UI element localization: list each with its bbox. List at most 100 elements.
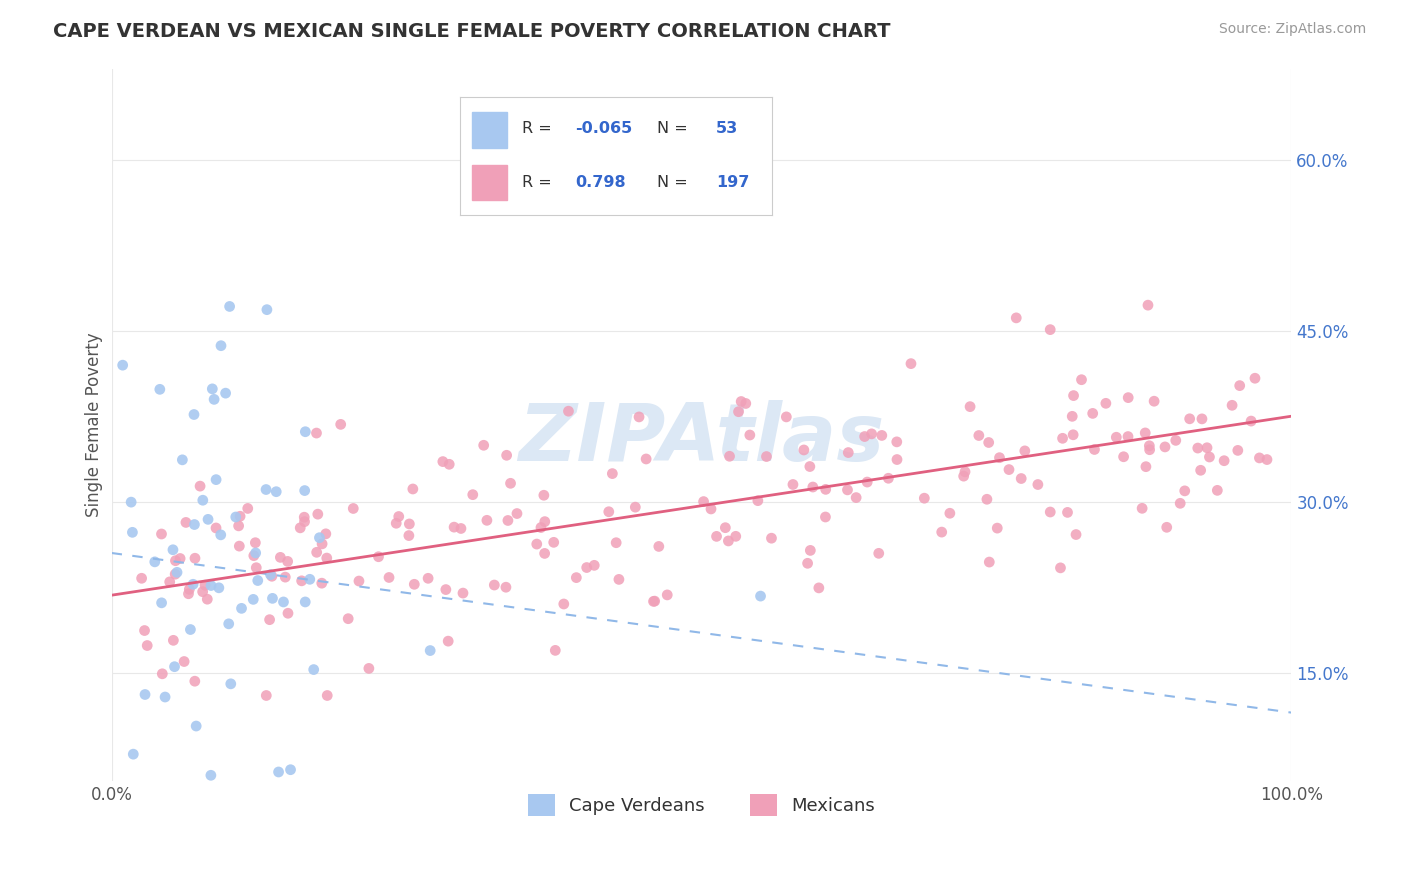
Point [977,435,1000,450]
Point [236,501,259,516]
Point [1005,310,1028,325]
Point [153,690,176,704]
Point [495,448,517,462]
Point [475,513,498,527]
Point [121,525,143,540]
Point [1168,496,1191,510]
Point [337,612,360,626]
Point [134,624,156,638]
Point [717,533,740,548]
Point [290,521,312,535]
Point [1143,394,1166,409]
Point [1198,450,1220,464]
Point [886,434,908,449]
Point [347,574,370,588]
Point [416,571,439,585]
Point [1137,439,1160,453]
Point [793,442,815,457]
Point [484,578,506,592]
Point [1010,471,1032,485]
Point [526,537,548,551]
Point [260,569,283,583]
Point [1135,425,1157,440]
Text: ZIPAtlas: ZIPAtlas [519,400,884,478]
Point [853,429,876,443]
Point [598,505,620,519]
Point [378,570,401,584]
Point [451,586,474,600]
Point [315,551,337,566]
Point [307,507,329,521]
Point [228,539,250,553]
Point [228,519,250,533]
Point [1156,520,1178,534]
Point [385,516,408,531]
Point [243,549,266,563]
Point [1062,427,1084,442]
Point [256,302,278,317]
Point [495,580,517,594]
Point [254,483,277,497]
Point [1139,442,1161,457]
Point [856,475,879,489]
Point [1081,406,1104,420]
Point [814,510,837,524]
Point [461,488,484,502]
Point [1026,477,1049,491]
Point [294,483,316,498]
Point [837,483,859,497]
Point [294,595,316,609]
Point [419,643,441,657]
Point [747,493,769,508]
Point [775,409,797,424]
Point [1240,414,1263,428]
Point [628,409,651,424]
Point [644,594,666,608]
Point [714,521,737,535]
Point [404,577,426,591]
Point [1014,443,1036,458]
Point [432,454,454,468]
Point [553,597,575,611]
Point [730,394,752,409]
Point [860,426,883,441]
Point [814,483,837,497]
Point [163,659,186,673]
Point [315,526,337,541]
Point [208,581,231,595]
Point [302,663,325,677]
Point [953,465,976,479]
Point [169,551,191,566]
Point [298,572,321,586]
Point [294,515,316,529]
Point [274,570,297,584]
Point [1256,452,1278,467]
Point [607,573,630,587]
Point [267,764,290,779]
Point [801,480,824,494]
Point [530,520,553,534]
Point [245,535,267,549]
Point [1206,483,1229,498]
Point [311,576,333,591]
Point [229,509,252,524]
Point [450,521,472,535]
Point [939,506,962,520]
Point [292,510,315,524]
Point [184,551,207,566]
Point [1105,430,1128,444]
Point [218,300,240,314]
Point [134,688,156,702]
Point [1063,388,1085,402]
Point [218,616,240,631]
Point [194,578,217,592]
Point [443,520,465,534]
Point [181,577,204,591]
Point [845,491,868,505]
Text: CAPE VERDEAN VS MEXICAN SINGLE FEMALE POVERTY CORRELATION CHART: CAPE VERDEAN VS MEXICAN SINGLE FEMALE PO… [53,22,891,41]
Point [648,540,671,554]
Point [700,502,723,516]
Point [1116,391,1139,405]
Point [1056,505,1078,519]
Text: Source: ZipAtlas.com: Source: ZipAtlas.com [1219,22,1367,37]
